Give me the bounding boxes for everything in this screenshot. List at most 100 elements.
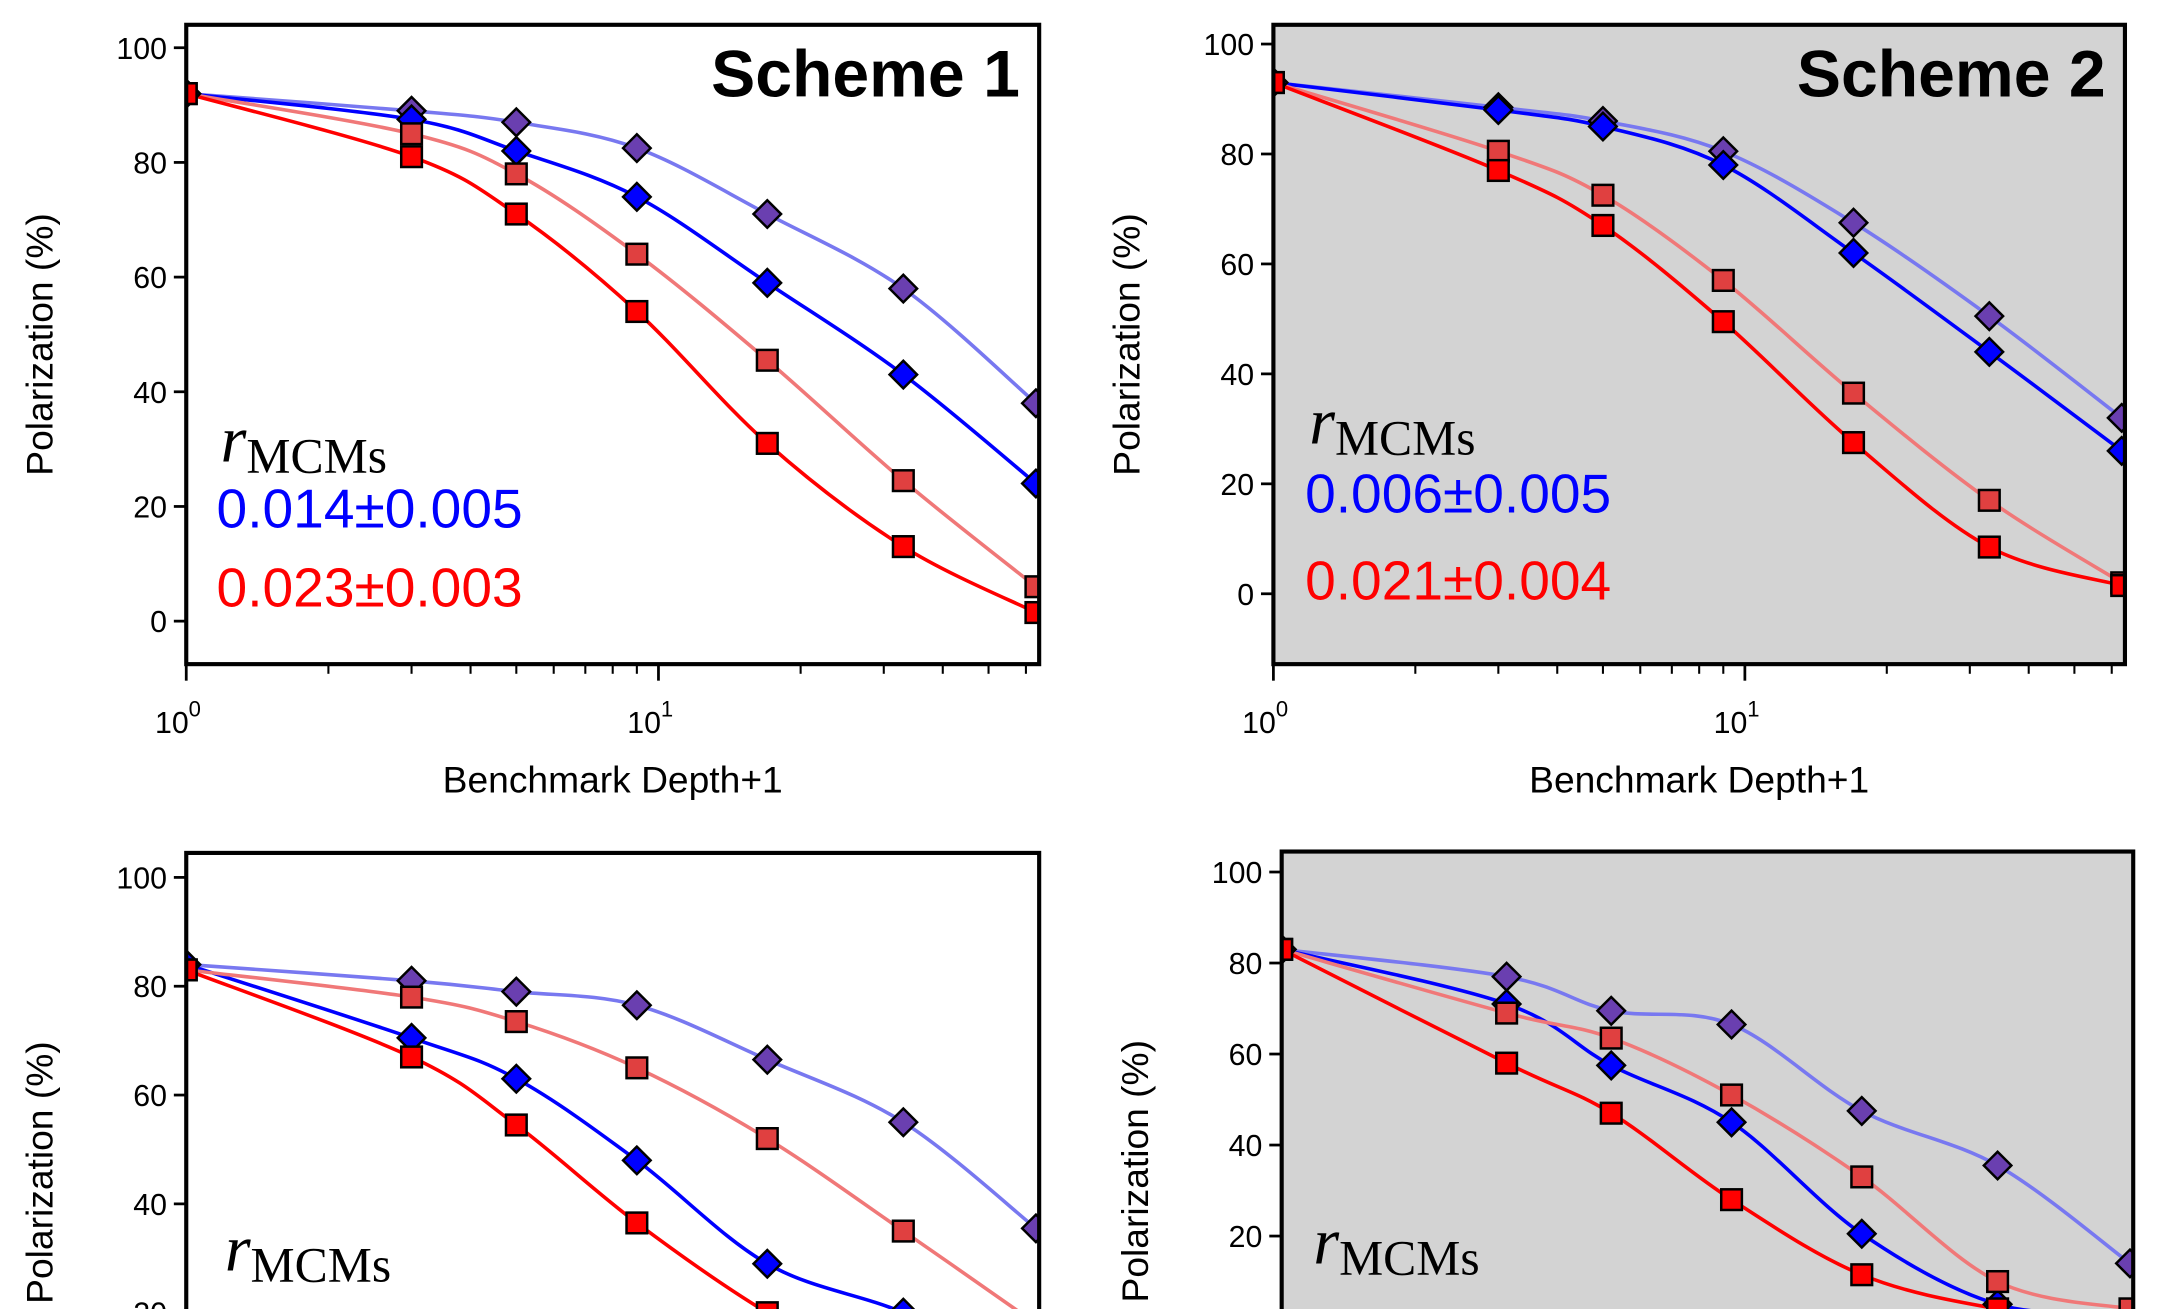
diamond-marker bbox=[751, 1044, 783, 1076]
square-marker bbox=[1841, 381, 1866, 405]
diamond-marker bbox=[500, 976, 532, 1008]
y-tick-label: 100 bbox=[116, 862, 167, 895]
y-tick-label: 100 bbox=[1212, 857, 1263, 890]
square-marker bbox=[625, 1056, 649, 1080]
rate-subscript: MCMs bbox=[251, 1237, 392, 1292]
diamond-marker bbox=[2114, 1247, 2134, 1279]
square-marker bbox=[1719, 1083, 1744, 1107]
diamond-marker bbox=[1587, 110, 1619, 143]
square-marker bbox=[755, 1127, 779, 1151]
square-marker bbox=[504, 202, 528, 226]
diamond-marker bbox=[1482, 94, 1514, 126]
y-tick-label: 60 bbox=[1229, 1039, 1263, 1072]
diamond-marker bbox=[621, 1144, 653, 1176]
y-tick-label: 80 bbox=[133, 147, 167, 180]
y-axis-label: Polarization (%) bbox=[1114, 1040, 1156, 1302]
tick-exponent: 1 bbox=[1747, 697, 1759, 722]
diamond-marker bbox=[1595, 1049, 1627, 1081]
y-tick-label: 20 bbox=[1229, 1221, 1263, 1254]
y-tick-label: 80 bbox=[1229, 948, 1263, 981]
y-axis-label: Polarization (%) bbox=[1106, 213, 1148, 475]
square-marker bbox=[1591, 213, 1615, 238]
rate-symbol-r: r bbox=[1313, 1206, 1339, 1279]
rate-symbol: rMCMs bbox=[225, 1212, 391, 1292]
square-marker bbox=[1024, 575, 1040, 599]
y-tick-label: 40 bbox=[1220, 359, 1254, 392]
diamond-marker bbox=[1837, 237, 1870, 269]
y-tick-label: 20 bbox=[133, 1298, 167, 1309]
square-marker bbox=[504, 162, 528, 186]
square-marker bbox=[1711, 268, 1735, 293]
square-marker bbox=[1486, 139, 1510, 163]
panel-title: Scheme 2 bbox=[1797, 37, 2106, 111]
diamond-marker bbox=[887, 359, 919, 391]
square-marker bbox=[1719, 1188, 1744, 1212]
panel: 020406080100Polarization (%)rMCMs bbox=[1114, 849, 2136, 1309]
square-marker bbox=[1977, 488, 2001, 512]
diamond-marker bbox=[500, 1063, 532, 1095]
square-marker bbox=[891, 535, 915, 559]
diamond-marker bbox=[1716, 1008, 1748, 1040]
y-tick-label: 100 bbox=[116, 33, 167, 66]
y-tick-label: 40 bbox=[133, 1189, 167, 1222]
rate-symbol: rMCMs bbox=[1313, 1206, 1479, 1286]
panel-title: Scheme 1 bbox=[711, 37, 1020, 111]
rate-value: 0.021±0.004 bbox=[1305, 549, 1611, 611]
rate-subscript: MCMs bbox=[246, 429, 387, 484]
square-marker bbox=[625, 1211, 649, 1235]
rate-symbol: rMCMs bbox=[1309, 386, 1475, 466]
square-marker bbox=[1986, 1297, 2010, 1309]
y-tick-label: 60 bbox=[133, 1080, 167, 1113]
square-marker bbox=[504, 1113, 528, 1137]
y-axis-label: Polarization (%) bbox=[19, 1041, 61, 1303]
square-marker bbox=[1599, 1026, 1623, 1050]
panel: 020406080100Polarization (%)rMCMs bbox=[19, 850, 1042, 1309]
y-tick-label: 100 bbox=[1204, 29, 1255, 62]
y-tick-label: 60 bbox=[1220, 249, 1254, 282]
square-marker bbox=[625, 299, 649, 324]
tick-exponent: 0 bbox=[1276, 697, 1288, 722]
square-marker bbox=[1024, 600, 1040, 625]
diamond-marker bbox=[751, 1248, 783, 1280]
square-marker bbox=[755, 1301, 779, 1309]
x-axis-label: Benchmark Depth+1 bbox=[443, 758, 783, 800]
plot-area bbox=[1273, 66, 2125, 598]
diamond-marker bbox=[1020, 387, 1040, 419]
rate-symbol-r: r bbox=[221, 404, 247, 477]
y-tick-label: 0 bbox=[150, 606, 167, 639]
y-tick-label: 0 bbox=[1237, 579, 1254, 612]
rate-value: 0.023±0.003 bbox=[217, 556, 523, 618]
y-tick-label: 40 bbox=[133, 377, 167, 410]
diamond-marker bbox=[891, 1297, 916, 1309]
tick-exponent: 1 bbox=[661, 697, 673, 722]
rate-symbol-r: r bbox=[1309, 386, 1335, 459]
y-tick-label: 60 bbox=[133, 262, 167, 295]
diamond-marker bbox=[751, 267, 783, 299]
square-marker bbox=[186, 958, 198, 982]
diamond-marker bbox=[621, 181, 653, 213]
rate-symbol: rMCMs bbox=[221, 404, 387, 484]
square-marker bbox=[755, 431, 779, 455]
square-marker bbox=[186, 82, 198, 106]
diamond-marker bbox=[1846, 1095, 1878, 1127]
x-tick-label: 100 bbox=[1242, 697, 1288, 741]
diamond-marker bbox=[1973, 300, 2005, 332]
y-tick-label: 40 bbox=[1229, 1130, 1263, 1163]
square-marker bbox=[1273, 70, 1285, 95]
diamond-marker bbox=[621, 132, 653, 164]
square-marker bbox=[755, 348, 779, 372]
square-marker bbox=[1850, 1165, 1874, 1189]
diamond-marker bbox=[621, 989, 653, 1021]
square-marker bbox=[399, 122, 424, 146]
diamond-marker bbox=[751, 198, 783, 230]
rate-subscript: MCMs bbox=[1339, 1231, 1480, 1286]
rate-value: 0.014±0.005 bbox=[217, 478, 523, 540]
tick-base: 10 bbox=[1714, 707, 1748, 740]
square-marker bbox=[399, 1045, 424, 1069]
y-tick-label: 20 bbox=[1220, 469, 1254, 502]
diamond-marker bbox=[887, 273, 919, 305]
square-marker bbox=[1977, 535, 2001, 559]
